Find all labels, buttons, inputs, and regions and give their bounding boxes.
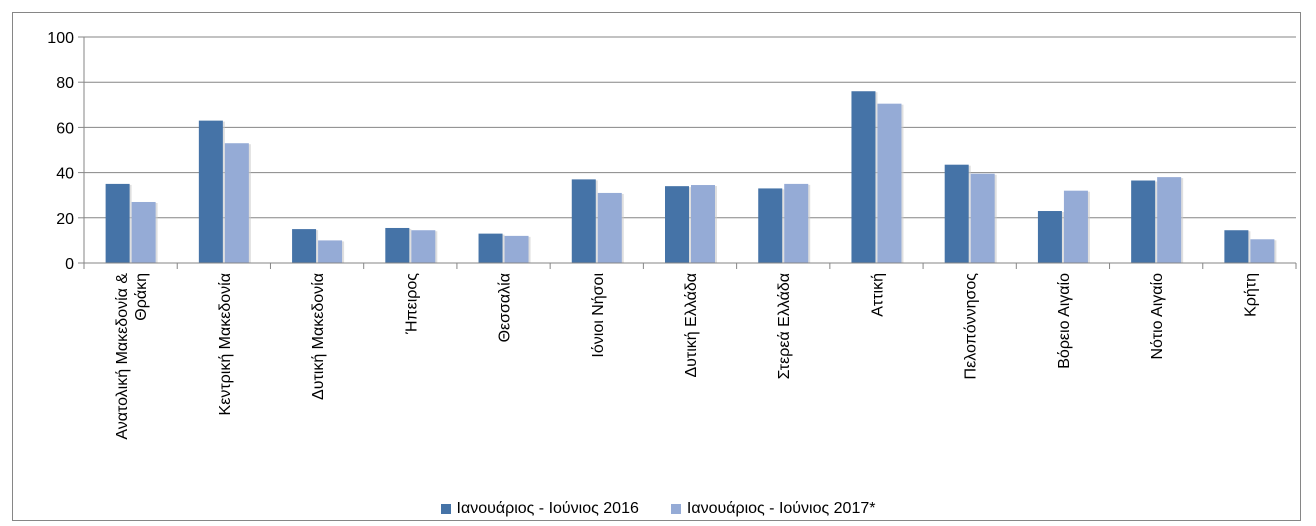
x-category-label: Βόρειο Αιγαίο [1056, 273, 1073, 369]
y-tick-label: 60 [56, 120, 74, 137]
legend-item-2017: Ιανουάριος - Ιούνιος 2017* [670, 500, 876, 518]
bar-2017 [1250, 239, 1275, 263]
bar-2016 [1131, 180, 1156, 263]
x-category-label: Στερεά Ελλάδα [776, 273, 793, 379]
bar-2016 [198, 120, 223, 264]
bar-2016 [758, 188, 783, 263]
axes [83, 37, 1297, 269]
bars [105, 91, 1277, 264]
x-category-label: Θράκη [133, 273, 150, 321]
bar-2017 [224, 143, 249, 263]
legend-label-2017: Ιανουάριος - Ιούνιος 2017* [686, 500, 876, 517]
legend: Ιανουάριος - Ιούνιος 2016 Ιανουάριος - Ι… [0, 496, 1316, 522]
x-category-label: Ήπειρος [403, 273, 420, 335]
bar-2017 [504, 235, 529, 263]
x-category-label: Κρήτη [1242, 273, 1259, 317]
bar-2017 [131, 201, 156, 263]
legend-item-2016: Ιανουάριος - Ιούνιος 2016 [440, 500, 639, 518]
bar-2016 [1224, 230, 1249, 263]
x-category-label: Ανατολική Μακεδονία & [114, 273, 131, 440]
bar-2017 [877, 103, 902, 263]
y-tick-label: 0 [65, 256, 74, 273]
x-category-label: Νότιο Αιγαίο [1149, 273, 1166, 360]
y-tick-label: 20 [56, 211, 74, 228]
bar-2017 [970, 173, 995, 263]
bar-2016 [665, 186, 689, 263]
bar-2016 [385, 227, 410, 263]
x-category-label: Πελοπόννησος [963, 273, 980, 380]
x-axis-labels: Ανατολική Μακεδονία & Θράκη Κεντρική Μακεδ… [114, 273, 1259, 440]
x-category-label: Ιόνιοι Νήσοι [590, 273, 607, 358]
bar-2016 [571, 179, 596, 263]
bar-2017 [318, 240, 343, 263]
legend-swatch-2017 [670, 504, 681, 514]
legend-label-2016: Ιανουάριος - Ιούνιος 2016 [456, 500, 639, 517]
gridlines [84, 36, 1296, 219]
y-tick-label: 80 [56, 75, 74, 92]
bar-2016 [105, 183, 130, 263]
chart-frame [12, 12, 1301, 521]
x-category-label: Αττική [869, 273, 886, 317]
x-category-label: Θεσσαλία [497, 273, 514, 342]
bar-2016 [944, 164, 969, 263]
x-category-label: Κεντρική Μακεδονία [217, 273, 234, 415]
y-axis-ticks: 0 20 40 60 80 100 [47, 30, 84, 273]
bar-2017 [1063, 190, 1088, 263]
bar-2016 [851, 91, 876, 264]
bar-2017 [691, 185, 715, 263]
x-category-label: Δυτική Ελλάδα [683, 273, 700, 378]
y-tick-label: 40 [56, 166, 74, 183]
bar-2016 [478, 233, 503, 263]
y-tick-label: 100 [47, 30, 74, 47]
bar-2016 [292, 229, 317, 263]
bar-2017 [597, 192, 622, 263]
bar-2017 [784, 183, 809, 263]
bar-2017 [411, 230, 436, 263]
bar-2017 [1157, 177, 1182, 263]
x-category-label: Δυτική Μακεδονία [310, 273, 327, 400]
bar-2016 [1037, 211, 1062, 263]
legend-swatch-2016 [440, 504, 451, 514]
